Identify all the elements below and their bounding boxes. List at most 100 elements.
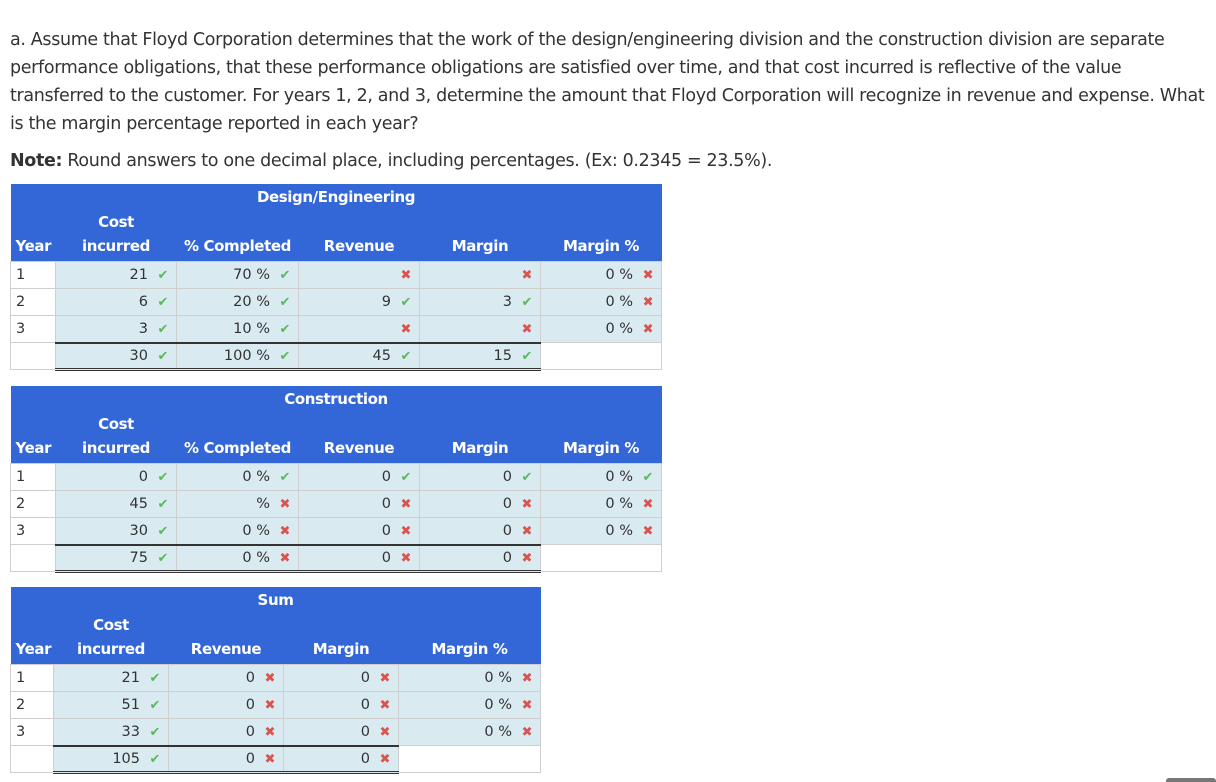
cell-revenue[interactable]: 0 ✖ (298, 543, 420, 573)
cell-value[interactable]: % (256, 496, 270, 512)
cell-value[interactable]: 0 % (242, 522, 270, 539)
cell-margin[interactable]: 0 ✖ (283, 718, 399, 746)
cell-pct[interactable]: 20 % ✔ (176, 288, 299, 316)
cell-value[interactable]: 0 (360, 697, 370, 713)
cell-margin[interactable]: 0 ✖ (419, 517, 541, 545)
cell-cost[interactable]: 21 ✔ (53, 664, 169, 692)
scrollbar-thumb[interactable] (1166, 778, 1216, 782)
cell-value[interactable]: 20 % (233, 294, 270, 310)
cell-margin[interactable]: ✖ (419, 315, 541, 343)
cell-margin[interactable]: 15 ✔ (419, 341, 541, 371)
cell-margin-pct[interactable]: 0 % ✖ (539, 315, 663, 343)
cell-margin-pct[interactable]: 0 % ✖ (540, 517, 662, 545)
cell-value[interactable]: 0 % (242, 469, 270, 485)
cell-revenue[interactable]: 0 ✖ (168, 718, 284, 746)
cell-revenue[interactable]: 0 ✖ (168, 744, 284, 774)
cell-value[interactable]: 30 (129, 347, 148, 364)
cell-value[interactable]: 0 (381, 496, 391, 512)
cell-value[interactable]: 0 (502, 496, 512, 512)
cell-value[interactable]: 0 (245, 750, 255, 767)
cell-revenue[interactable]: 45 ✔ (298, 341, 420, 371)
cell-value[interactable]: 33 (121, 723, 140, 740)
cell-margin-pct[interactable]: 0 % ✖ (539, 288, 663, 316)
cell-pct[interactable]: 70 % ✔ (176, 261, 299, 289)
cell-value[interactable]: 21 (129, 267, 148, 283)
cell-value[interactable]: 0 (360, 723, 370, 740)
cell-margin[interactable]: 0 ✖ (283, 691, 399, 719)
cell-value[interactable]: 0 % (242, 549, 270, 566)
cell-cost[interactable]: 51 ✔ (53, 691, 169, 719)
cell-value[interactable]: 15 (493, 347, 512, 364)
cell-margin-pct[interactable]: 0 % ✖ (397, 691, 542, 719)
cell-revenue[interactable]: 9 ✔ (298, 288, 420, 316)
cell-value[interactable]: 45 (372, 347, 391, 364)
cell-margin-pct[interactable]: 0 % ✔ (540, 463, 662, 491)
cell-value[interactable]: 100 % (223, 347, 270, 364)
cell-revenue[interactable]: 0 ✖ (168, 664, 284, 692)
cell-value[interactable]: 75 (129, 549, 148, 566)
cell-value[interactable]: 0 % (484, 724, 513, 740)
cell-value[interactable]: 0 % (605, 267, 634, 283)
cell-value[interactable]: 51 (121, 697, 140, 713)
cell-cost[interactable]: 3 ✔ (55, 315, 177, 343)
cell-value[interactable]: 21 (121, 670, 140, 686)
cell-value[interactable]: 6 (138, 294, 148, 310)
cell-value[interactable]: 0 (245, 670, 255, 686)
cell-value[interactable]: 3 (502, 294, 512, 310)
cell-cost[interactable]: 105 ✔ (53, 744, 169, 774)
cell-pct[interactable]: 0 % ✔ (176, 463, 299, 491)
cell-margin-pct[interactable]: 0 % ✖ (397, 664, 542, 692)
cell-revenue[interactable]: ✖ (298, 315, 420, 343)
cell-margin[interactable]: 3 ✔ (419, 288, 541, 316)
cell-value[interactable]: 0 (502, 522, 512, 539)
cell-cost[interactable]: 45 ✔ (55, 490, 177, 518)
cell-value[interactable]: 0 % (605, 523, 633, 539)
cell-value[interactable]: 0 (360, 670, 370, 686)
cell-revenue[interactable]: 0 ✖ (298, 490, 420, 518)
cell-cost[interactable]: 30 ✔ (55, 341, 177, 371)
cell-cost[interactable]: 0 ✔ (55, 463, 177, 491)
cell-pct[interactable]: 0 % ✖ (176, 517, 299, 545)
cell-value[interactable]: 0 % (484, 670, 513, 686)
cell-margin-pct[interactable]: 0 % ✖ (539, 261, 663, 289)
cell-value[interactable]: 0 (381, 549, 391, 566)
cell-value[interactable]: 70 % (233, 267, 270, 283)
cell-value[interactable]: 0 (381, 522, 391, 539)
cell-pct[interactable]: 0 % ✖ (176, 543, 299, 573)
cell-margin[interactable]: ✖ (419, 261, 541, 289)
cell-value[interactable]: 3 (138, 320, 148, 337)
cell-value[interactable]: 0 % (484, 697, 513, 713)
cell-value[interactable]: 45 (129, 496, 148, 512)
cell-margin-pct[interactable]: 0 % ✖ (397, 718, 542, 746)
cell-revenue[interactable]: 0 ✔ (298, 463, 420, 491)
cell-value[interactable]: 0 (138, 469, 148, 485)
cell-value[interactable]: 10 % (233, 320, 270, 337)
cell-margin[interactable]: 0 ✔ (419, 463, 541, 491)
cell-value[interactable]: 30 (129, 522, 148, 539)
cell-revenue[interactable]: ✖ (298, 261, 420, 289)
cell-value[interactable]: 0 (245, 723, 255, 740)
cell-value[interactable]: 0 (502, 549, 512, 566)
cell-cost[interactable]: 6 ✔ (55, 288, 177, 316)
cell-value[interactable]: 0 (360, 750, 370, 767)
cell-value[interactable]: 0 (502, 469, 512, 485)
cell-cost[interactable]: 75 ✔ (55, 543, 177, 573)
cell-value[interactable]: 0 (381, 469, 391, 485)
cell-cost[interactable]: 33 ✔ (53, 718, 169, 746)
cell-pct[interactable]: 100 % ✔ (176, 341, 299, 371)
cell-margin[interactable]: 0 ✖ (283, 744, 399, 774)
cell-margin[interactable]: 0 ✖ (419, 490, 541, 518)
cell-pct[interactable]: 10 % ✔ (176, 315, 299, 343)
cell-revenue[interactable]: 0 ✖ (168, 691, 284, 719)
cell-pct[interactable]: % ✖ (176, 490, 299, 518)
cell-value[interactable]: 0 % (605, 496, 633, 512)
cell-value[interactable]: 9 (381, 294, 391, 310)
cell-value[interactable]: 0 % (605, 294, 634, 310)
cell-value[interactable]: 0 % (605, 469, 633, 485)
cell-cost[interactable]: 30 ✔ (55, 517, 177, 545)
cell-revenue[interactable]: 0 ✖ (298, 517, 420, 545)
cell-value[interactable]: 105 (112, 750, 140, 767)
cell-margin[interactable]: 0 ✖ (419, 543, 541, 573)
cell-margin-pct[interactable]: 0 % ✖ (540, 490, 662, 518)
cell-margin[interactable]: 0 ✖ (283, 664, 399, 692)
